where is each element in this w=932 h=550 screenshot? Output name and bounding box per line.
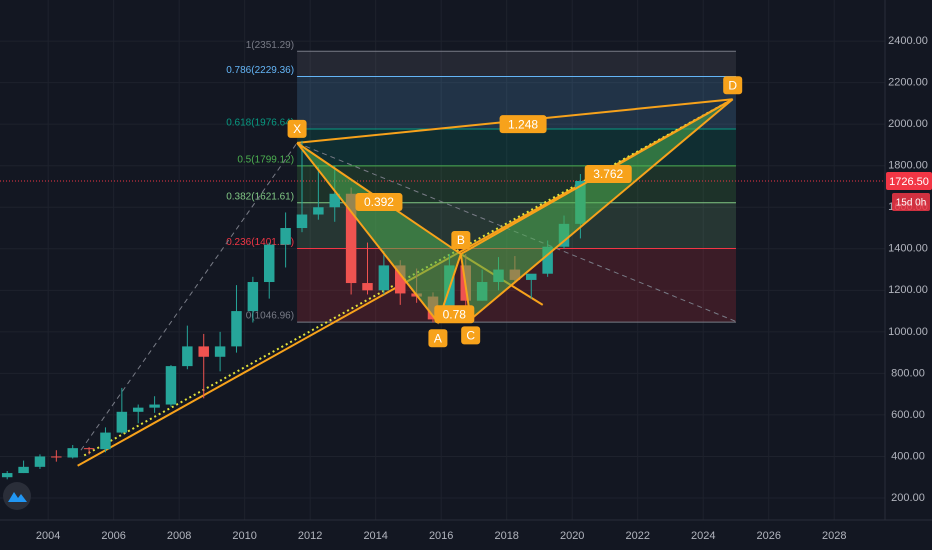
pattern-ratio-label-box [434, 305, 475, 324]
fib-label: 0.382(1621.61) [226, 191, 294, 202]
pattern-point-label-box [451, 230, 471, 249]
pattern-ratio-label-box [584, 165, 632, 184]
candle-body [542, 246, 553, 274]
pattern-ratio-label-box [499, 115, 547, 134]
candle-body [280, 228, 291, 245]
trend-line [83, 98, 734, 457]
candle-body [247, 282, 259, 312]
candle-body [345, 193, 357, 284]
candle-body [34, 456, 46, 467]
candle-body [149, 404, 160, 408]
pattern-point-label: B [457, 233, 465, 247]
pattern-ratio-label: 0.78 [443, 307, 467, 321]
y-tick-label: 400.00 [891, 450, 925, 462]
pattern-ratio-label-box [355, 193, 403, 212]
candle-body [395, 265, 406, 294]
candle-body [51, 456, 62, 458]
y-tick-label: 1200.00 [888, 284, 928, 296]
x-tick-label: 2008 [167, 530, 191, 542]
candle-body [231, 311, 242, 347]
candle-body [1, 473, 13, 478]
candle-body [165, 366, 177, 405]
pattern-point-label-box [461, 326, 481, 345]
candle-body [329, 193, 340, 208]
fib-label: 0(1046.96) [246, 311, 294, 322]
fib-label: 0.5(1799.12) [237, 155, 294, 166]
candle-body [263, 244, 275, 283]
candle-body [313, 207, 324, 215]
pattern-point-label: C [466, 329, 475, 343]
x-tick-label: 2020 [560, 530, 584, 542]
x-tick-label: 2012 [298, 530, 322, 542]
x-tick-label: 2006 [101, 530, 125, 542]
fib-label: 0.786(2229.36) [226, 65, 294, 76]
pattern-ratio-label: 3.762 [593, 167, 623, 181]
candle-body [362, 283, 373, 291]
countdown-tag [892, 192, 930, 211]
y-tick-label: 200.00 [891, 492, 925, 504]
candle-body [132, 407, 144, 412]
pattern-point-label: A [434, 331, 442, 345]
pattern-point-label-box [428, 329, 448, 348]
y-tick-label: 1000.00 [888, 326, 928, 338]
fib-label: 0.236(1401.18) [226, 237, 294, 248]
x-tick-label: 2018 [494, 530, 518, 542]
countdown-label: 15d 0h [896, 198, 927, 209]
candle-body [378, 265, 390, 291]
pattern-point-label: D [728, 78, 737, 92]
pattern-ratio-label: 0.392 [364, 195, 394, 209]
y-tick-label: 2200.00 [888, 77, 928, 89]
y-tick-label: 2400.00 [888, 35, 928, 47]
candle-body [83, 448, 95, 450]
candle-body [296, 214, 308, 229]
candle-body [182, 346, 193, 367]
fib-label: 0.618(1976.64) [226, 118, 294, 129]
fib-label: 1(2351.29) [246, 40, 294, 51]
last-price-label: 1726.50 [889, 176, 929, 188]
y-tick-label: 800.00 [891, 367, 925, 379]
y-tick-label: 1400.00 [888, 243, 928, 255]
fib-band [297, 51, 736, 77]
candle-body [198, 346, 209, 357]
x-tick-label: 2028 [822, 530, 846, 542]
x-tick-label: 2010 [232, 530, 256, 542]
pattern-point-label-box [723, 76, 743, 95]
logo[interactable] [3, 482, 31, 510]
x-tick-label: 2014 [363, 530, 387, 542]
x-tick-label: 2016 [429, 530, 453, 542]
pattern-point-label-box [287, 119, 307, 138]
last-price-tag [886, 171, 932, 190]
candle-body [67, 448, 78, 458]
pattern-point-label: X [293, 122, 301, 136]
candle-body [214, 346, 226, 357]
x-tick-label: 2022 [625, 530, 649, 542]
pattern-ratio-label: 1.248 [508, 117, 538, 131]
y-tick-label: 600.00 [891, 409, 925, 421]
x-tick-label: 2026 [756, 530, 780, 542]
x-tick-label: 2024 [691, 530, 715, 542]
y-tick-label: 2000.00 [888, 118, 928, 130]
candle-body [444, 265, 455, 320]
candle-body [526, 273, 537, 280]
y-tick-label: 1800.00 [888, 160, 928, 172]
x-tick-label: 2004 [36, 530, 60, 542]
candle-body [116, 411, 128, 433]
candle-body [18, 466, 29, 474]
candle-body [100, 432, 111, 450]
